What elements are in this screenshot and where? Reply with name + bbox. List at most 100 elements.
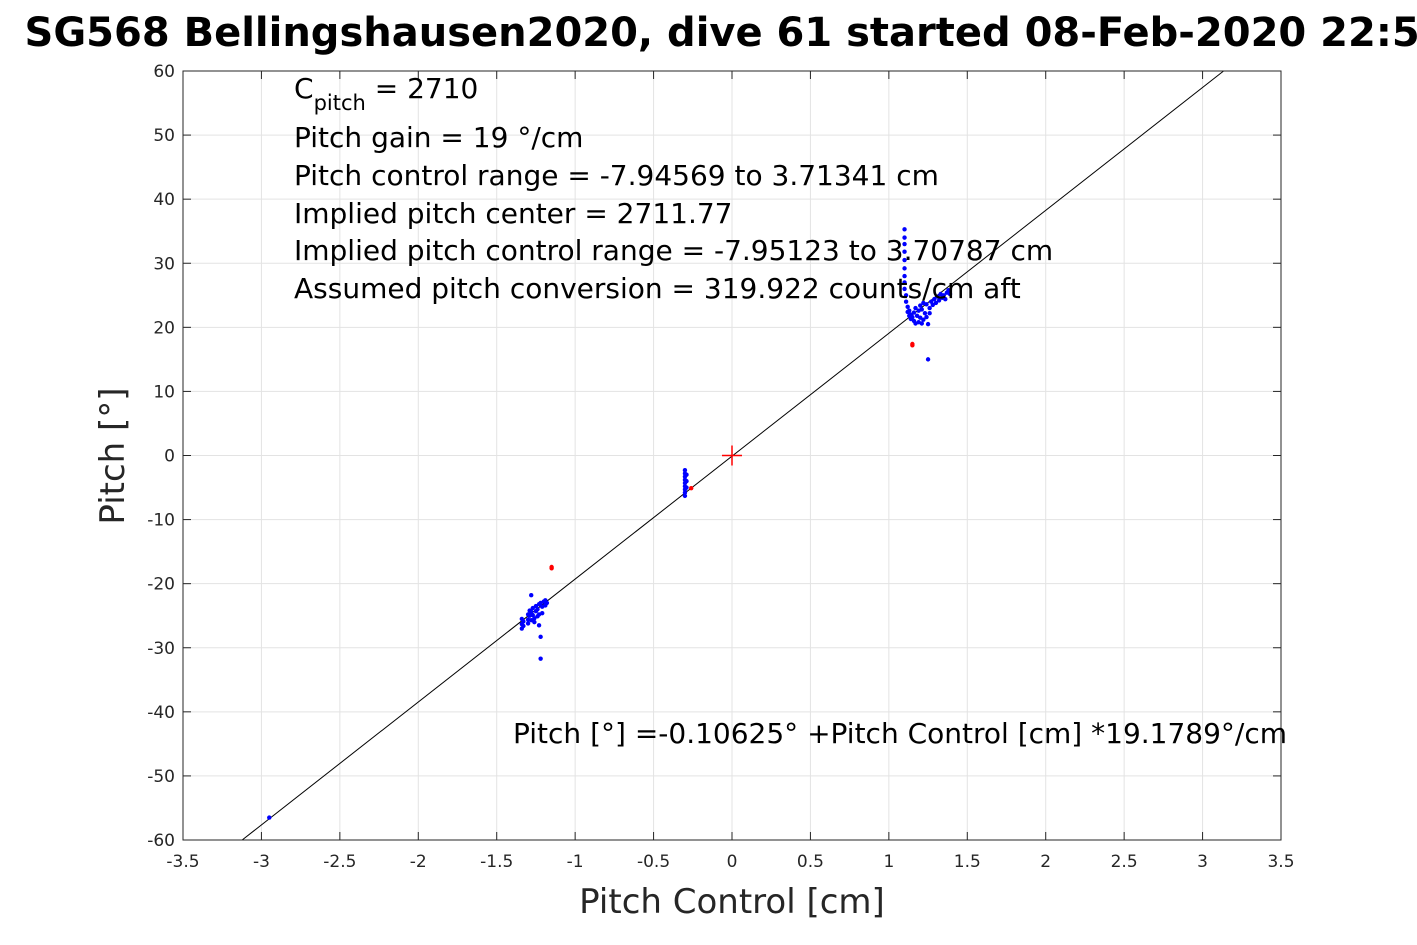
y-tick-label: -10 bbox=[147, 511, 175, 531]
x-tick-label: -1.5 bbox=[480, 852, 513, 872]
data-point-included bbox=[919, 321, 924, 326]
data-point-included bbox=[684, 485, 689, 490]
y-tick-label: 40 bbox=[153, 190, 175, 210]
x-tick-label: 3 bbox=[1197, 852, 1208, 872]
y-axis-label: Pitch [°] bbox=[93, 387, 133, 524]
x-tick-label: 0.5 bbox=[797, 852, 824, 872]
data-point-included bbox=[902, 249, 907, 254]
origin-marker bbox=[722, 445, 742, 466]
data-point-included bbox=[941, 293, 946, 298]
data-point-included bbox=[925, 321, 931, 327]
data-point-included bbox=[902, 280, 907, 285]
x-tick-label: -3 bbox=[253, 852, 270, 872]
x-axis-ticks: -3.5 -3 -2.5 -2 -1.5 -1 -0.5 0 0.5 1 1.5 2 2.5 3 3.5 bbox=[166, 71, 1295, 872]
y-tick-label: 60 bbox=[153, 62, 175, 82]
x-tick-label: 3.5 bbox=[1267, 852, 1294, 872]
x-tick-label: -2 bbox=[410, 852, 427, 872]
data-point-included bbox=[913, 305, 918, 311]
x-tick-label: 1.5 bbox=[954, 852, 981, 872]
x-tick-label: 1 bbox=[883, 852, 894, 872]
data-point-included bbox=[932, 296, 937, 302]
data-point-included bbox=[936, 298, 942, 303]
x-tick-label: -2.5 bbox=[323, 852, 356, 872]
data-point-included bbox=[903, 293, 909, 298]
data-point-included bbox=[535, 607, 540, 612]
data-point-included bbox=[924, 302, 929, 307]
data-point-included bbox=[902, 273, 907, 279]
data-point-included bbox=[682, 493, 688, 499]
data-point-included bbox=[925, 357, 931, 362]
plot-area: -3.5 -3 -2.5 -2 -1.5 -1 -0.5 0 0.5 1 1.5 2 2.5 3 3.5 -… bbox=[147, 62, 1294, 872]
x-axis-label: Pitch Control [cm] bbox=[579, 882, 885, 922]
data-point-included bbox=[933, 300, 939, 306]
data-point-included bbox=[935, 294, 940, 299]
data-point-included bbox=[910, 314, 915, 320]
data-point-included bbox=[921, 317, 926, 322]
data-point-included bbox=[918, 303, 923, 308]
data-point-included bbox=[540, 610, 545, 616]
data-point-included bbox=[902, 227, 907, 232]
y-tick-label: -60 bbox=[147, 831, 175, 851]
x-tick-label: 0 bbox=[727, 852, 738, 872]
data-point-included bbox=[943, 296, 948, 302]
y-tick-label: -30 bbox=[147, 639, 175, 659]
data-point-included bbox=[525, 621, 531, 626]
annotation-block: Cpitch = 2710 Pitch gain = 19 °/cm Pitch… bbox=[294, 72, 1287, 750]
data-point-excluded bbox=[910, 341, 915, 347]
annotation-implied-pitch-control-range: Implied pitch control range = -7.95123 t… bbox=[294, 234, 1053, 267]
data-point-included bbox=[927, 305, 932, 311]
data-point-included bbox=[538, 634, 543, 640]
data-point-included bbox=[267, 815, 272, 820]
data-point-included bbox=[905, 304, 910, 310]
data-point-included bbox=[529, 593, 534, 598]
y-tick-label: 50 bbox=[153, 126, 175, 146]
x-tick-label: -3.5 bbox=[166, 852, 199, 872]
data-point-included bbox=[902, 235, 907, 240]
data-point-included bbox=[919, 307, 924, 312]
y-tick-label: 30 bbox=[153, 254, 175, 274]
x-tick-label: -0.5 bbox=[637, 852, 670, 872]
data-point-included bbox=[903, 299, 909, 304]
data-point-included bbox=[521, 623, 526, 629]
y-tick-label: 10 bbox=[153, 382, 175, 402]
x-tick-label: 2 bbox=[1040, 852, 1051, 872]
data-point-included bbox=[536, 623, 542, 628]
data-point-included bbox=[911, 310, 917, 315]
y-tick-label: -40 bbox=[147, 703, 175, 723]
data-point-excluded bbox=[689, 485, 694, 491]
data-point-included bbox=[521, 619, 526, 624]
annotation-c-pitch: Cpitch = 2710 bbox=[294, 72, 478, 115]
data-point-included bbox=[538, 656, 543, 661]
data-point-included bbox=[947, 291, 953, 297]
chart-title: SG568 Bellingshausen2020, dive 61 starte… bbox=[25, 10, 1417, 56]
y-tick-label: 20 bbox=[153, 318, 175, 338]
data-point-included bbox=[532, 619, 537, 625]
x-tick-label: -1 bbox=[567, 852, 584, 872]
data-point-included bbox=[902, 286, 907, 292]
data-point-included bbox=[946, 287, 951, 293]
x-tick-label: 2.5 bbox=[1111, 852, 1138, 872]
annotation-implied-pitch-center: Implied pitch center = 2711.77 bbox=[294, 197, 732, 230]
data-point-included bbox=[682, 468, 688, 473]
data-point-included bbox=[544, 600, 550, 606]
data-point-excluded bbox=[549, 566, 554, 571]
y-tick-label: 0 bbox=[164, 447, 175, 467]
data-point-included bbox=[924, 314, 929, 320]
y-tick-label: -20 bbox=[147, 575, 175, 595]
data-points bbox=[267, 227, 953, 820]
data-point-included bbox=[902, 266, 907, 271]
annotation-pitch-conversion: Assumed pitch conversion = 319.922 count… bbox=[294, 272, 1021, 305]
data-point-included bbox=[902, 241, 907, 247]
y-tick-label: -50 bbox=[147, 767, 175, 787]
data-point-included bbox=[682, 490, 688, 495]
data-point-included bbox=[902, 257, 907, 263]
annotation-fit-equation: Pitch [°] =-0.10625° +Pitch Control [cm]… bbox=[513, 717, 1287, 750]
data-point-included bbox=[907, 308, 912, 313]
y-axis-ticks: -60 -50 -40 -30 -20 -10 0 10 20 30 40 50 60 bbox=[147, 62, 1281, 851]
data-point-included bbox=[684, 472, 689, 477]
annotation-pitch-control-range: Pitch control range = -7.94569 to 3.7134… bbox=[294, 159, 939, 192]
data-point-included bbox=[684, 478, 689, 484]
data-point-included bbox=[927, 311, 932, 316]
data-point-included bbox=[922, 311, 928, 316]
